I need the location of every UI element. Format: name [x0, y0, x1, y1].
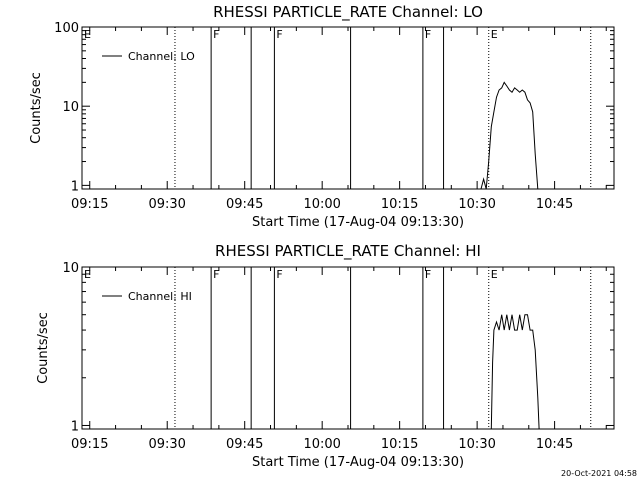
x-tick-label: 10:15	[381, 197, 418, 212]
event-marker-label: E	[84, 28, 91, 41]
y-tick-label: 1	[71, 419, 79, 434]
x-tick-label: 10:00	[303, 197, 340, 212]
legend-label-lo: Channel: LO	[128, 50, 195, 63]
x-axis-label-hi: Start Time (17-Aug-04 09:13:30)	[252, 455, 464, 470]
x-tick-label: 10:45	[536, 197, 573, 212]
y-tick-label: 1	[71, 179, 79, 194]
y-tick-label: 100	[54, 21, 79, 36]
chart-panel-lo: RHESSI PARTICLE_RATE Channel: LO Counts/s…	[29, 3, 615, 230]
x-tick-label: 10:15	[381, 437, 418, 452]
chart-title-hi: RHESSI PARTICLE_RATE Channel: HI	[215, 242, 481, 261]
chart-title-lo: RHESSI PARTICLE_RATE Channel: LO	[213, 3, 483, 22]
series-line-lo	[480, 81, 539, 189]
x-axis-label-lo: Start Time (17-Aug-04 09:13:30)	[252, 215, 464, 230]
x-tick-label: 09:30	[148, 197, 185, 212]
event-marker-label: F	[276, 268, 282, 281]
y-tick-label: 10	[62, 100, 79, 115]
footer-timestamp: 20-Oct-2021 04:58	[561, 469, 637, 478]
x-tick-label: 09:15	[71, 197, 108, 212]
x-tick-label: 09:15	[71, 437, 108, 452]
event-marker-label: F	[276, 28, 282, 41]
x-tick-label: 09:30	[148, 437, 185, 452]
y-axis-label-hi: Counts/sec	[36, 312, 51, 384]
x-tick-label: 09:45	[226, 437, 263, 452]
event-marker-label: F	[213, 28, 219, 41]
y-axis-label-lo: Counts/sec	[29, 72, 44, 144]
event-marker-label: E	[491, 268, 498, 281]
event-marker-label: F	[425, 268, 431, 281]
x-tick-label: 09:45	[226, 197, 263, 212]
chart-panel-hi: RHESSI PARTICLE_RATE Channel: HI Counts/s…	[36, 242, 615, 470]
legend-label-hi: Channel: HI	[128, 290, 192, 303]
x-tick-label: 10:30	[458, 437, 495, 452]
event-marker-label: E	[84, 268, 91, 281]
event-marker-label: F	[213, 268, 219, 281]
event-marker-label: F	[425, 28, 431, 41]
event-marker-label: E	[491, 28, 498, 41]
series-line-hi	[490, 314, 540, 429]
x-tick-label: 10:00	[303, 437, 340, 452]
x-tick-label: 10:45	[536, 437, 573, 452]
y-tick-label: 10	[62, 261, 79, 276]
x-tick-label: 10:30	[458, 197, 495, 212]
